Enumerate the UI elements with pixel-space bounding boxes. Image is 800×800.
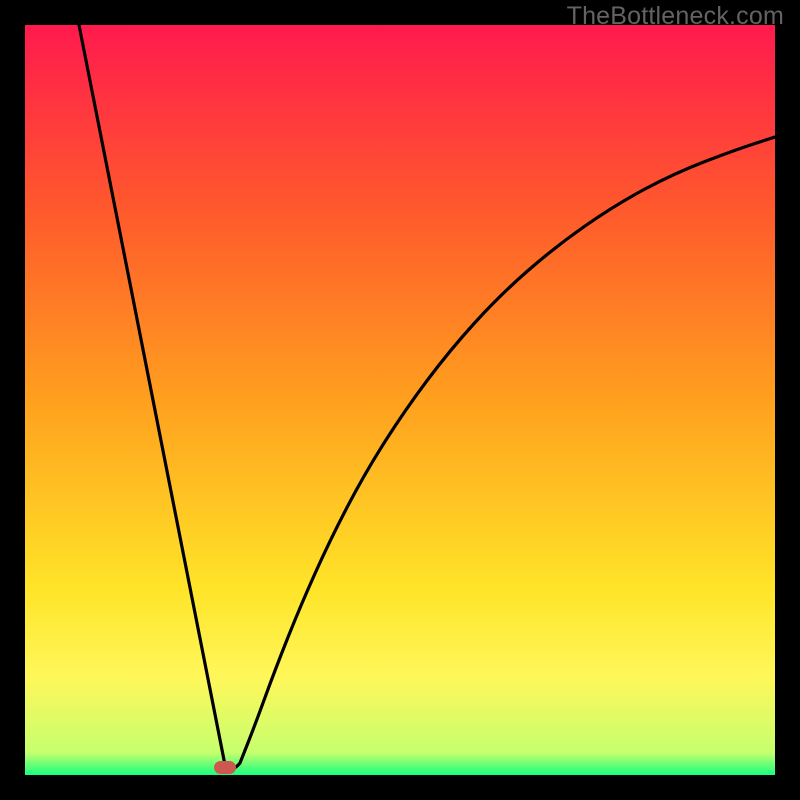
watermark-text: TheBottleneck.com	[567, 2, 784, 31]
curve-path	[79, 25, 775, 769]
chart-frame: TheBottleneck.com	[0, 0, 800, 800]
optimal-point-marker	[214, 761, 236, 774]
bottleneck-curve	[0, 0, 800, 800]
